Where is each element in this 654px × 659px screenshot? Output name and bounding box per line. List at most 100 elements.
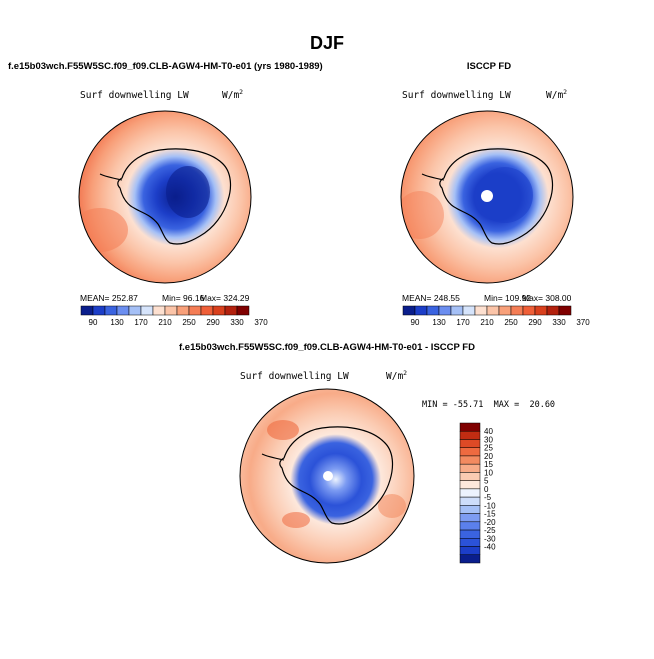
panel-diff-colorbar-tick-label: -40 (484, 543, 496, 552)
panel-model-max: Max= 324.29 (200, 293, 250, 303)
panel-model-field-label: Surf downwelling LW (80, 90, 189, 101)
panel-diff: f.e15b03wch.F55W5SC.f09_f09.CLB-AGW4-HM-… (179, 342, 555, 564)
panel-model-colorbar-tick-label: 290 (206, 318, 220, 327)
panel-diff-colorbar-tick-label: 5 (484, 477, 489, 486)
panel-diff-colorbar-swatch (459, 422, 481, 432)
panel-diff-colorbar-tick-label: -5 (484, 493, 492, 502)
panel-diff-colorbar-swatch (459, 546, 481, 556)
panel-model-colorbar-swatch (104, 305, 118, 316)
panel-model-colorbar: 90 130 170 210 250 290 330 370 (80, 305, 268, 327)
panel-model-colorbar-tick-label: 330 (230, 318, 244, 327)
panel-obs-stats: MEAN= 248.55 Min= 109.92 Max= 308.00 (402, 293, 572, 303)
panel-obs-max: Max= 308.00 (522, 293, 572, 303)
panel-obs-colorbar-swatch (558, 305, 572, 316)
figure-title: DJF (310, 33, 344, 53)
panel-obs-map-detail (401, 148, 554, 245)
panel-model-cold-core (166, 166, 210, 218)
panel-model-colorbar-swatch (188, 305, 202, 316)
panel-diff-colorbar-swatch (459, 455, 481, 465)
panel-obs-coastline (439, 148, 554, 245)
panel-model-colorbar-swatch (116, 305, 130, 316)
panel-model-colorbar-tick-label: 370 (254, 318, 268, 327)
panel-obs-colorbar-swatch (462, 305, 476, 316)
panel-obs-colorbar-tick-label: 210 (480, 318, 494, 327)
panel-obs-colorbar-tick-label: 250 (504, 318, 518, 327)
panel-diff-colorbar-tick-label: -10 (484, 501, 496, 510)
panel-obs-colorbar-swatch (414, 305, 428, 316)
panel-obs-colorbar-swatch (510, 305, 524, 316)
panel-obs-mean: MEAN= 248.55 (402, 293, 460, 303)
panel-obs-colorbar-swatch (426, 305, 440, 316)
panel-diff-peninsula (261, 453, 285, 461)
panel-obs-warm-region (401, 191, 444, 239)
panel-model-colorbar-swatch (236, 305, 250, 316)
panel-diff-warm-region-nw (267, 420, 299, 440)
panel-model-colorbar-tick-label: 90 (89, 318, 98, 327)
panel-obs-map-border (400, 110, 574, 284)
panel-diff-colorbar-tick-label: 25 (484, 444, 493, 453)
panel-obs-colorbar-swatch (438, 305, 452, 316)
panel-model-colorbar-swatch (176, 305, 190, 316)
panel-obs-colorbar-swatch (450, 305, 464, 316)
panel-diff-colorbar-swatch (459, 505, 481, 514)
panel-model-colorbar-swatch (152, 305, 166, 316)
panel-diff-colorbar-tick-label: 30 (484, 435, 493, 444)
panel-obs-map (400, 110, 574, 284)
panel-obs-cold-core (477, 167, 533, 223)
panel-obs-colorbar-tick-label: 130 (432, 318, 446, 327)
panel-obs-field-label: Surf downwelling LW (402, 90, 511, 101)
panel-obs-colorbar-tick-label: 330 (552, 318, 566, 327)
panel-model-colorbar-tick-label: 210 (158, 318, 172, 327)
panel-diff-colorbar-swatch (459, 463, 481, 473)
panel-diff-field-label: Surf downwelling LW (240, 371, 349, 382)
panel-obs-colorbar-swatch (522, 305, 536, 316)
panel-model-colorbar-swatch (128, 305, 142, 316)
panel-obs-min: Min= 109.92 (484, 293, 531, 303)
panel-diff-map-border (239, 388, 415, 564)
panel-model-colorbar-swatch (92, 305, 106, 316)
panel-model-colorbar-swatch (212, 305, 226, 316)
panel-model-colorbar-swatch (224, 305, 238, 316)
panel-diff-coastline (279, 426, 394, 525)
panel-obs-title: ISCCP FD (467, 61, 511, 72)
panel-model-title: f.e15b03wch.F55W5SC.f09_f09.CLB-AGW4-HM-… (8, 61, 323, 72)
panel-diff-colorbar-tick-label: 10 (484, 468, 493, 477)
panel-model-colorbar-swatch (200, 305, 214, 316)
panel-diff-colorbar-swatch (459, 521, 481, 531)
panel-obs-pole-gap (481, 190, 493, 202)
panel-model-colorbar-tick-label: 130 (110, 318, 124, 327)
panel-model-mean: MEAN= 252.87 (80, 293, 138, 303)
panel-obs-colorbar-tick-label: 290 (528, 318, 542, 327)
panel-model-min: Min= 96.16 (162, 293, 205, 303)
panel-model: f.e15b03wch.F55W5SC.f09_f09.CLB-AGW4-HM-… (8, 61, 323, 327)
panel-diff-range: MIN = -55.71 MAX = 20.60 (422, 400, 555, 410)
panel-diff-colorbar-swatch (459, 472, 481, 481)
panel-diff-map (239, 388, 415, 564)
panel-diff-colorbar-tick-label: -30 (484, 534, 496, 543)
panel-diff-colorbar-tick-label: -25 (484, 526, 496, 535)
panel-model-stats: MEAN= 252.87 Min= 96.16 Max= 324.29 (80, 293, 250, 303)
panel-diff-pole-gap (323, 471, 333, 481)
panel-obs-peninsula (421, 173, 445, 181)
panel-diff-colorbar-swatch (459, 488, 481, 498)
panel-diff-warm-region-e (378, 494, 406, 518)
panel-diff-colorbar-swatch (459, 554, 481, 564)
panel-diff-colorbar-swatch (459, 447, 481, 457)
panel-obs-colorbar-swatch (546, 305, 560, 316)
panel-model-coastline (117, 148, 232, 245)
panel-model-colorbar-swatch (80, 305, 94, 316)
panel-diff-colorbar-tick-label: -20 (484, 518, 496, 527)
panel-diff-colorbar-swatch (459, 480, 481, 490)
panel-model-map-border (78, 110, 252, 284)
panel-obs: ISCCP FD Surf downwelling LW W/m2 MEAN= … (400, 61, 590, 327)
panel-obs-colorbar-tick-label: 370 (576, 318, 590, 327)
panel-obs-units: W/m2 (546, 88, 567, 101)
panel-diff-colorbar-swatch (459, 439, 481, 448)
panel-obs-colorbar-swatch (402, 305, 416, 316)
panel-model-peninsula (99, 173, 123, 181)
panel-obs-colorbar-swatch (498, 305, 512, 316)
panel-model-colorbar-tick-label: 250 (182, 318, 196, 327)
panel-diff-warm-region-sw (282, 512, 310, 528)
